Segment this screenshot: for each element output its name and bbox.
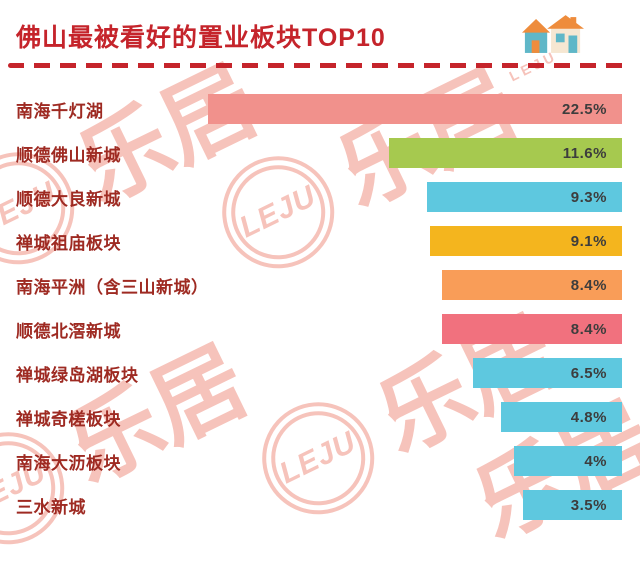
bar: 9.3%	[426, 182, 622, 212]
bar-row: 禅城祖庙板块 9.1%	[16, 226, 622, 256]
bar-value-label: 4%	[584, 452, 607, 470]
bar: 8.4%	[441, 270, 622, 300]
bar-row: 南海千灯湖 22.5%	[16, 94, 622, 124]
bar: 4%	[514, 446, 622, 476]
bar-track: 4%	[208, 446, 622, 476]
bar-track: 22.5%	[208, 94, 622, 124]
bar-row: 三水新城 3.5%	[16, 490, 622, 520]
bar-track: 8.4%	[208, 270, 622, 300]
bar: 22.5%	[208, 94, 622, 124]
bar-value-label: 8.4%	[570, 276, 607, 294]
bar-row: 南海大沥板块 4%	[16, 446, 622, 476]
bar: 3.5%	[522, 490, 622, 520]
category-label: 禅城祖庙板块	[16, 233, 121, 253]
bar-track: 4.8%	[208, 402, 622, 432]
bar-rows: 南海千灯湖 22.5% 顺德佛山新城 11.6% 顺德大良新城 9.3% 禅城祖庙板块 9.1…	[16, 94, 622, 520]
bar: 9.1%	[429, 226, 622, 256]
category-label: 顺德大良新城	[16, 189, 121, 209]
bar-chart: 南海千灯湖 22.5% 顺德佛山新城 11.6% 顺德大良新城 9.3% 禅城祖庙板块 9.1…	[0, 94, 640, 520]
bar-value-label: 11.6%	[562, 144, 607, 162]
category-label: 顺德佛山新城	[16, 145, 121, 165]
title-underline	[8, 63, 632, 68]
bar: 4.8%	[501, 402, 622, 432]
bar-value-label: 8.4%	[570, 320, 607, 338]
category-label: 南海大沥板块	[16, 453, 121, 473]
bar-track: 9.1%	[208, 226, 622, 256]
bar-value-label: 3.5%	[570, 496, 607, 514]
bar-row: 顺德大良新城 9.3%	[16, 182, 622, 212]
bar-row: 禅城绿岛湖板块 6.5%	[16, 358, 622, 388]
bar-row: 南海平洲（含三山新城） 8.4%	[16, 270, 622, 300]
bar-track: 9.3%	[208, 182, 622, 212]
bar-value-label: 9.1%	[570, 232, 607, 250]
bar-track: 11.6%	[208, 138, 622, 168]
bar: 6.5%	[472, 358, 622, 388]
category-label: 禅城奇槎板块	[16, 409, 121, 429]
twin-houses-icon	[522, 15, 584, 53]
category-label: 三水新城	[16, 497, 86, 517]
bar-track: 8.4%	[208, 314, 622, 344]
bar-value-label: 6.5%	[570, 364, 607, 382]
content: 佛山最被看好的置业板块TOP10 南海千灯湖 22.5% 顺德佛山新城 11.6% 顺德…	[0, 12, 640, 520]
bar-row: 顺德北滘新城 8.4%	[16, 314, 622, 344]
bar-value-label: 4.8%	[570, 408, 607, 426]
page-title: 佛山最被看好的置业板块TOP10	[16, 24, 386, 52]
category-label: 禅城绿岛湖板块	[16, 365, 139, 385]
bar-value-label: 9.3%	[570, 188, 607, 206]
category-label: 顺德北滘新城	[16, 321, 121, 341]
bar-row: 禅城奇槎板块 4.8%	[16, 402, 622, 432]
bar-track: 3.5%	[208, 490, 622, 520]
bar-track: 6.5%	[208, 358, 622, 388]
category-label: 南海平洲（含三山新城）	[16, 277, 209, 297]
bar-row: 顺德佛山新城 11.6%	[16, 138, 622, 168]
header: 佛山最被看好的置业板块TOP10	[0, 12, 640, 58]
bar: 11.6%	[388, 138, 622, 168]
bar-value-label: 22.5%	[561, 100, 607, 118]
bar: 8.4%	[441, 314, 622, 344]
category-label: 南海千灯湖	[16, 101, 104, 121]
